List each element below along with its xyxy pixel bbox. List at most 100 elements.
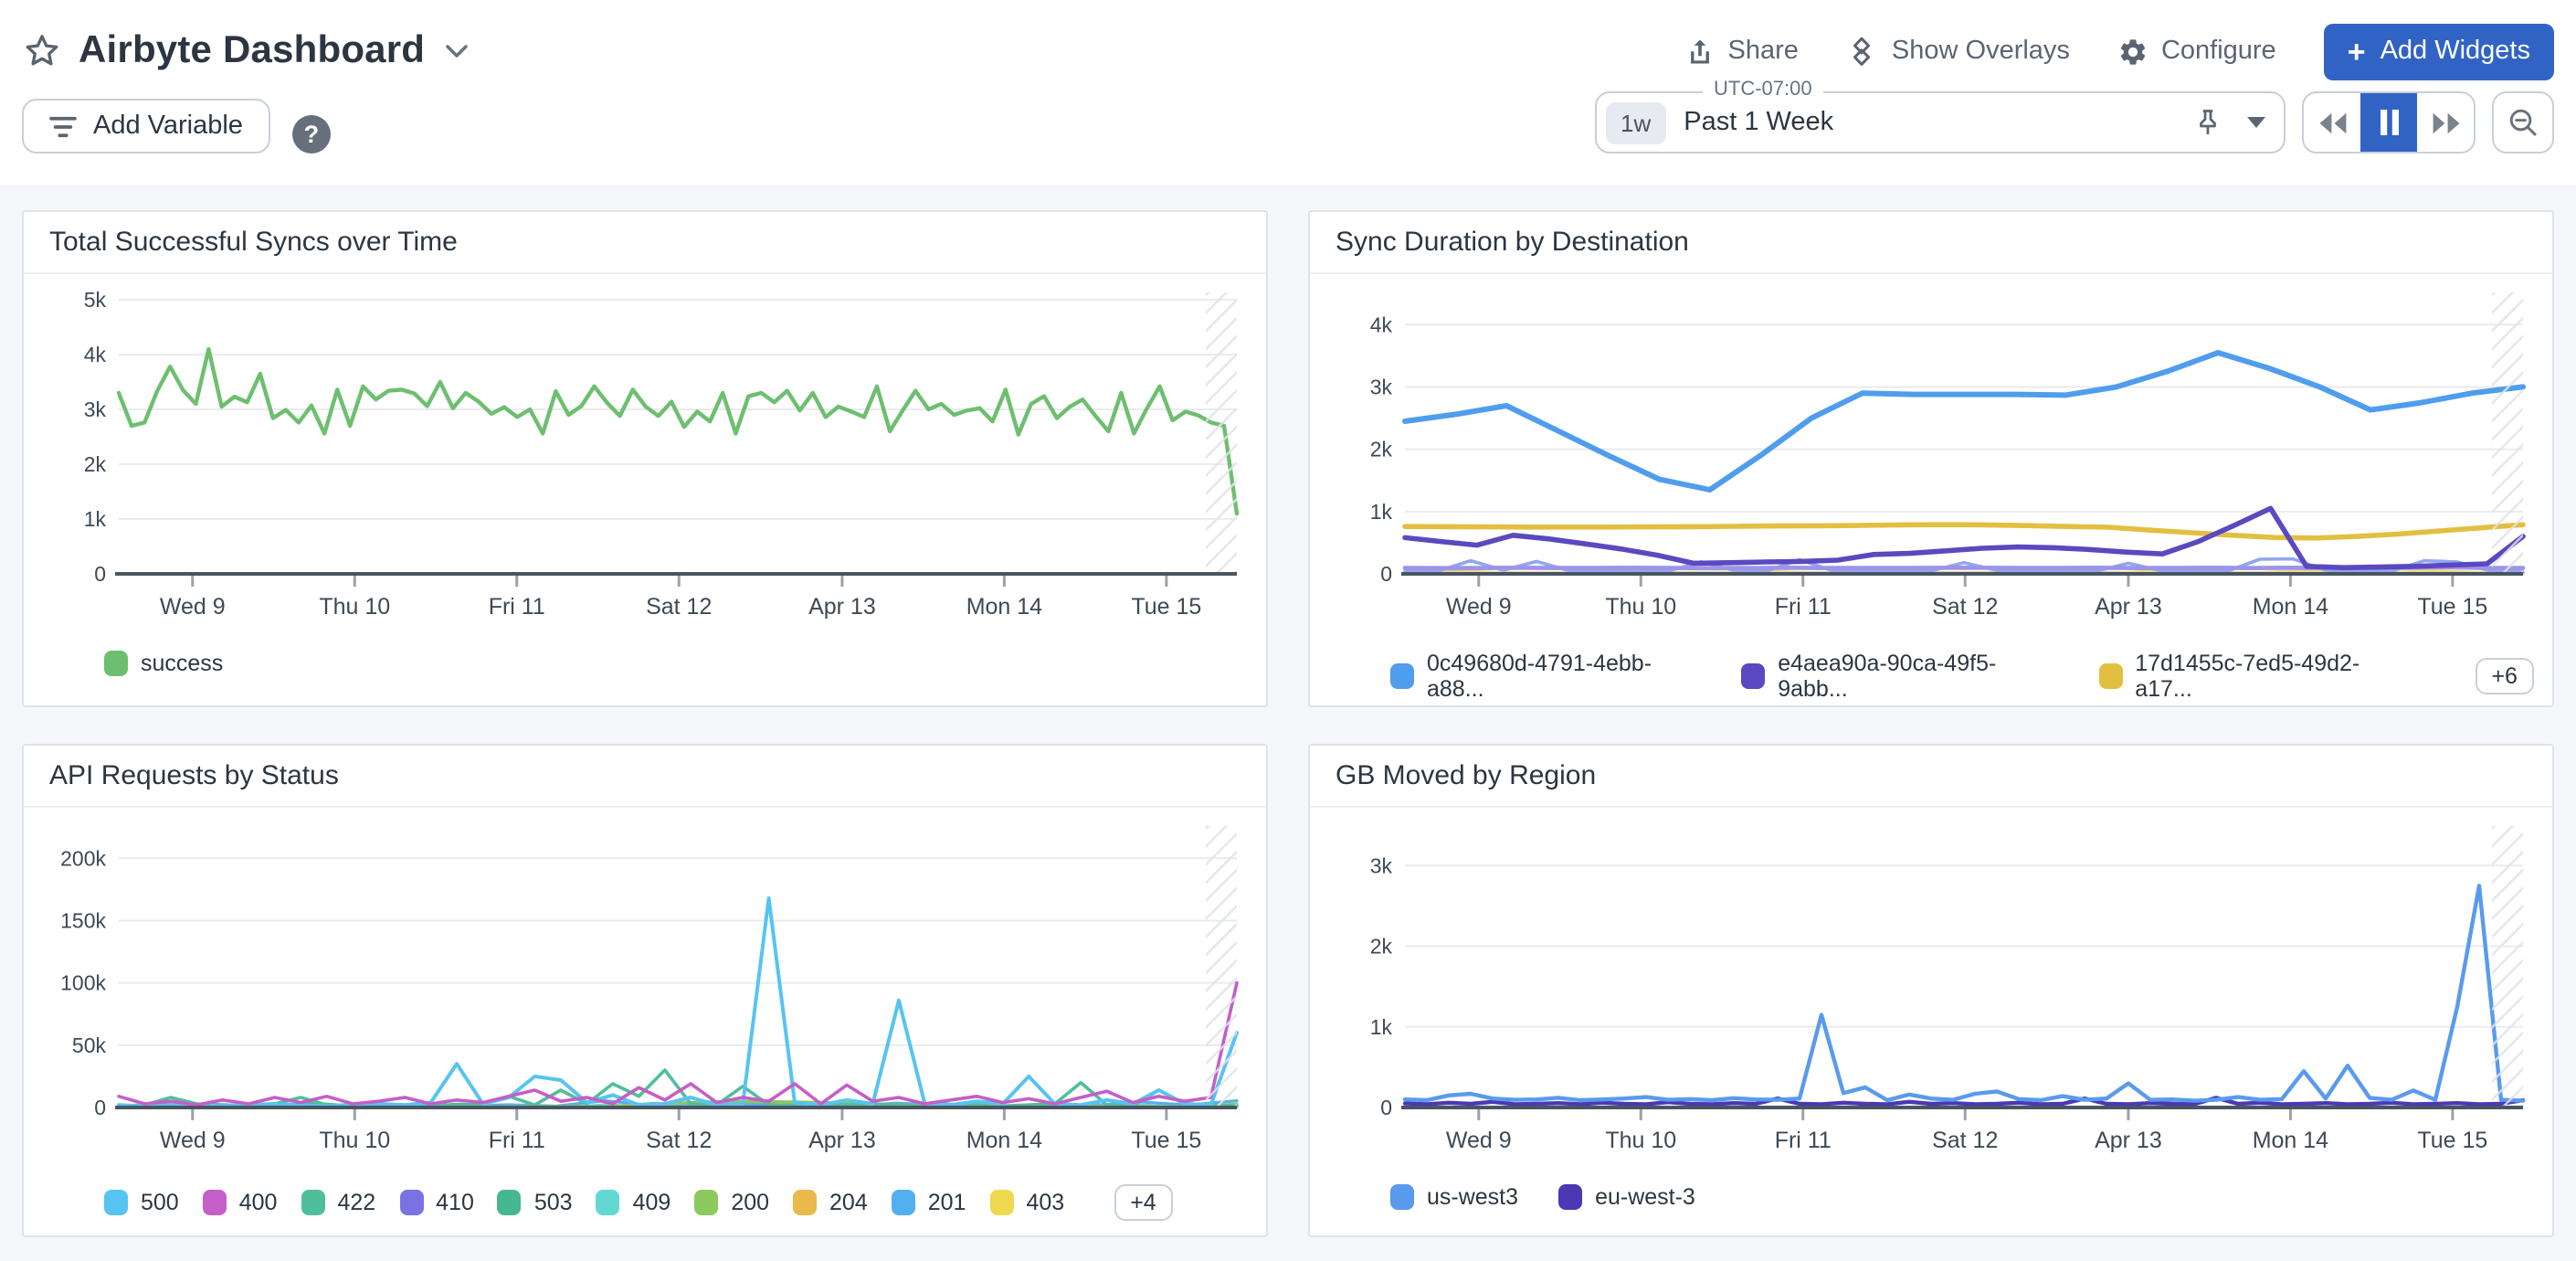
- legend-more-badge[interactable]: +6: [2475, 658, 2534, 694]
- legend-swatch: [1390, 1184, 1414, 1210]
- svg-text:0: 0: [94, 562, 106, 586]
- legend-swatch: [2098, 663, 2123, 689]
- widget-title: Sync Duration by Destination: [1310, 212, 2552, 274]
- gb-chart[interactable]: 0 1k 2k 3k Wed 9 Thu 10 Fri 11 Sat 12 Apr 13 Mon …: [1310, 808, 2552, 1179]
- syncs-chart[interactable]: 0 1k 2k 3k 4k 5k Wed 9 Thu 10 Fri 11 Sat 12 Apr 13…: [24, 274, 1266, 645]
- svg-text:2k: 2k: [84, 452, 107, 476]
- share-icon: [1690, 38, 1709, 63]
- x-tick-label: Thu 10: [1605, 594, 1676, 620]
- gb-legend: us-west3 eu-west-3: [1310, 1179, 2552, 1210]
- api-chart[interactable]: 0 50k 100k 150k 200k Wed 9 Thu 10 Fri 11 Sat 12 A…: [24, 808, 1266, 1179]
- legend-label: 204: [829, 1190, 868, 1215]
- add-widgets-button[interactable]: + Add Widgets: [2323, 23, 2554, 79]
- add-variable-button[interactable]: Add Variable: [22, 99, 270, 154]
- x-tick-label: Mon 14: [2253, 594, 2328, 620]
- x-tick-label: Mon 14: [966, 1128, 1042, 1153]
- legend-label: 0c49680d-4791-4ebb-a88...: [1427, 651, 1652, 702]
- svg-text:100k: 100k: [60, 971, 106, 995]
- help-icon[interactable]: ?: [291, 115, 331, 154]
- legend-item[interactable]: success: [104, 651, 223, 676]
- legend-item[interactable]: 410: [399, 1190, 474, 1215]
- legend-item[interactable]: us-west3: [1390, 1184, 1518, 1210]
- incomplete-bucket-hatch: [1206, 292, 1237, 574]
- filter-icon: [49, 115, 77, 137]
- zoom-out-icon: [2509, 109, 2537, 136]
- legend-more-badge[interactable]: +4: [1114, 1184, 1173, 1221]
- favorite-star-icon[interactable]: [22, 31, 62, 71]
- forward-button[interactable]: [2417, 93, 2474, 152]
- widget-title: Total Successful Syncs over Time: [24, 212, 1266, 274]
- legend-swatch: [1741, 663, 1766, 689]
- overlays-icon: [1853, 37, 1871, 66]
- legend-item[interactable]: 409: [596, 1190, 670, 1215]
- chart-canvas: 0 1k 2k 3k Wed 9 Thu 10 Fri 11 Sat 12 Apr 13 Mon …: [1370, 826, 2526, 1153]
- rewind-button[interactable]: [2304, 93, 2360, 152]
- dashboard-header: Airbyte Dashboard Share Show Overlays: [0, 0, 2576, 172]
- duration-chart[interactable]: 0 1k 2k 3k 4k Wed 9 Thu 10 Fri 11 Sat 12 Apr 13 Mo…: [1310, 274, 2552, 645]
- legend-item[interactable]: 500: [104, 1190, 179, 1215]
- legend-item[interactable]: 422: [301, 1190, 375, 1215]
- legend-label: 500: [141, 1190, 179, 1215]
- legend-item[interactable]: 200: [694, 1190, 769, 1215]
- series-0c49680d-4791-4ebb-a88...: [1402, 350, 2526, 493]
- x-tick-label: Sat 12: [646, 1128, 712, 1153]
- series-eu-west-3: [1402, 1096, 2526, 1107]
- timeframe-selector[interactable]: UTC-07:00 1w Past 1 Week: [1595, 79, 2286, 154]
- legend-item[interactable]: 403: [989, 1190, 1064, 1215]
- series-500: [117, 896, 1239, 1108]
- svg-text:1k: 1k: [84, 507, 107, 531]
- legend-label: 400: [238, 1190, 278, 1215]
- svg-text:200k: 200k: [60, 846, 106, 870]
- configure-button[interactable]: Configure: [2117, 36, 2276, 67]
- x-tick-label: Wed 9: [160, 594, 226, 620]
- legend-label: 17d1455c-7ed5-49d2-a17...: [2135, 651, 2360, 702]
- x-tick-label: Thu 10: [319, 1128, 390, 1153]
- legend-label: e4aea90a-90ca-49f5-9abb...: [1778, 651, 1997, 702]
- legend-item[interactable]: 0c49680d-4791-4ebb-a88...: [1390, 651, 1701, 702]
- legend-label: 422: [337, 1190, 376, 1215]
- legend-swatch: [989, 1190, 1014, 1215]
- x-tick-label: Wed 9: [160, 1128, 226, 1153]
- incomplete-bucket-hatch: [1206, 826, 1237, 1107]
- legend-item[interactable]: 204: [793, 1190, 868, 1215]
- legend-label: success: [141, 651, 224, 676]
- legend-swatch: [104, 651, 128, 676]
- zoom-out-button[interactable]: [2492, 91, 2554, 154]
- legend-item[interactable]: e4aea90a-90ca-49f5-9abb...: [1741, 651, 2058, 702]
- legend-label: us-west3: [1427, 1184, 1519, 1210]
- svg-text:150k: 150k: [60, 908, 106, 932]
- legend-label: 200: [731, 1190, 770, 1215]
- page-title: Airbyte Dashboard: [79, 29, 426, 71]
- timezone-label: UTC-07:00: [1703, 79, 1823, 101]
- x-tick-label: Fri 11: [489, 1128, 545, 1153]
- svg-text:3k: 3k: [84, 397, 107, 421]
- title-chevron-down-icon[interactable]: [443, 42, 469, 60]
- legend-swatch: [596, 1190, 620, 1215]
- show-overlays-button[interactable]: Show Overlays: [1846, 35, 2070, 68]
- widget-api-requests: API Requests by Status 0 50k 100k 150k 200k W…: [22, 744, 1268, 1237]
- svg-text:4k: 4k: [84, 343, 107, 366]
- timeframe-caret-icon[interactable]: [2247, 117, 2265, 128]
- series-e4aea90a-90ca-49f5-9abb...: [1402, 505, 2526, 571]
- chart-canvas: 0 1k 2k 3k 4k Wed 9 Thu 10 Fri 11 Sat 12 Apr 13 Mo…: [1370, 292, 2526, 620]
- playback-controls: [2302, 91, 2476, 154]
- legend-item[interactable]: 201: [891, 1190, 966, 1215]
- legend-label: 403: [1026, 1190, 1065, 1215]
- legend-item[interactable]: 400: [202, 1190, 278, 1215]
- widget-title: API Requests by Status: [24, 746, 1266, 808]
- pause-button[interactable]: [2360, 93, 2417, 152]
- legend-item[interactable]: 17d1455c-7ed5-49d2-a17...: [2098, 651, 2409, 702]
- svg-text:3k: 3k: [1370, 853, 1393, 877]
- incomplete-bucket-hatch: [2492, 826, 2523, 1107]
- legend-item[interactable]: eu-west-3: [1558, 1184, 1695, 1210]
- svg-text:4k: 4k: [1370, 313, 1393, 336]
- x-tick-label: Tue 15: [1131, 594, 1201, 620]
- legend-item[interactable]: 503: [497, 1190, 573, 1215]
- series-cornflower: [1403, 556, 2525, 574]
- pin-icon[interactable]: [2194, 107, 2222, 138]
- header-actions: Share Show Overlays Configure + Add: [1684, 23, 2554, 79]
- duration-legend: 0c49680d-4791-4ebb-a88... e4aea90a-90ca-4…: [1310, 645, 2552, 702]
- x-tick-label: Sat 12: [1932, 594, 1998, 620]
- share-button[interactable]: Share: [1684, 36, 1799, 67]
